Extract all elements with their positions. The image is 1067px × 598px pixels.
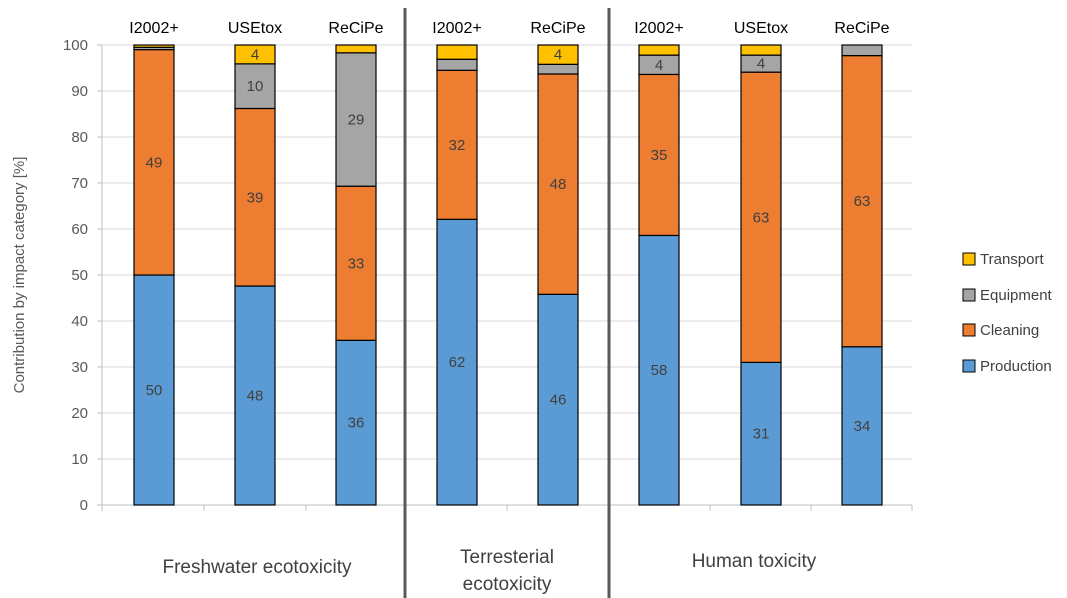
bar-segment-production [537, 293, 579, 506]
y-tick-label: 70 [71, 175, 88, 192]
bar-segment-equipment [537, 63, 579, 75]
data-label: 10 [247, 78, 264, 95]
legend-swatch-equipment [962, 288, 976, 302]
y-tick-label: 20 [71, 405, 88, 422]
bar-segment-equipment [234, 63, 276, 110]
bar-segment-production [335, 339, 377, 506]
data-label: 33 [348, 255, 365, 272]
method-label: I2002+ [432, 20, 481, 37]
bar-segment-transport [537, 44, 579, 65]
bar-segment-production [436, 218, 478, 506]
data-label: 4 [251, 46, 259, 63]
bar-segment-cleaning [436, 69, 478, 220]
bar-segment-production [638, 234, 680, 506]
method-label: ReCiPe [834, 20, 889, 37]
bar-segment-transport [133, 44, 175, 48]
bar-segment-cleaning [638, 73, 680, 237]
bar-segment-production [234, 285, 276, 506]
legend: Transport Equipment Cleaning Production [962, 251, 1053, 375]
y-tick-label: 30 [71, 359, 88, 376]
y-tick-label: 0 [80, 497, 88, 514]
data-label: 48 [247, 388, 264, 405]
data-label: 4 [655, 57, 663, 74]
bar-segment-transport [335, 44, 377, 54]
data-labels: 50 49 48 39 10 4 36 33 29 62 32 46 48 4 58 35 4 31 63 4 34 63 [146, 46, 871, 442]
data-label: 29 [348, 112, 365, 129]
bar-segment-cleaning [234, 107, 276, 287]
y-tick-label: 60 [71, 221, 88, 238]
data-label: 4 [757, 56, 765, 73]
legend-swatch-transport [962, 252, 976, 266]
bar-segment-transport [234, 44, 276, 65]
data-label: 49 [146, 154, 163, 171]
group-label: Terresterial ecotoxicity [460, 547, 554, 595]
method-label: USEtox [228, 20, 282, 37]
bar-segment-transport [740, 44, 782, 56]
data-label: 62 [449, 354, 466, 371]
method-label: USEtox [734, 20, 788, 37]
legend-swatch-production [962, 359, 976, 373]
y-tick-label: 10 [71, 451, 88, 468]
method-label: I2002+ [634, 20, 683, 37]
data-label: 46 [550, 392, 567, 409]
method-labels: I2002+ USEtox ReCiPe I2002+ ReCiPe I2002+ USEt… [129, 20, 889, 37]
data-label: 32 [449, 137, 466, 154]
gridlines [102, 44, 912, 460]
data-label: 36 [348, 415, 365, 432]
legend-swatch-cleaning [962, 323, 976, 337]
data-label: 50 [146, 382, 163, 399]
group-label: Freshwater ecotoxicity [162, 557, 352, 578]
legend-label: Cleaning [980, 322, 1039, 339]
data-label: 63 [753, 209, 770, 226]
data-label: 31 [753, 426, 770, 443]
y-axis-label: Contribution by impact category [%] [11, 157, 28, 394]
legend-label: Transport [980, 251, 1044, 268]
method-label: ReCiPe [328, 20, 383, 37]
bar-segment-production [740, 361, 782, 506]
bar-segment-equipment [436, 58, 478, 71]
data-label: 35 [651, 147, 668, 164]
bars [133, 44, 883, 506]
data-label: 4 [554, 47, 562, 64]
data-label: 58 [651, 362, 668, 379]
axes: 0 10 20 30 40 50 60 70 80 90 100 [63, 8, 913, 598]
data-label: 48 [550, 176, 567, 193]
bar-segment-cleaning [133, 48, 175, 276]
bar-segment-cleaning [740, 71, 782, 364]
data-label: 34 [854, 418, 871, 435]
legend-label: Production [980, 358, 1052, 375]
data-label: 63 [854, 193, 871, 210]
method-label: ReCiPe [530, 20, 585, 37]
y-tick-label: 100 [63, 37, 88, 54]
legend-label: Equipment [980, 287, 1053, 304]
data-label: 39 [247, 189, 264, 206]
group-label: Human toxicity [692, 551, 817, 572]
group-labels: Freshwater ecotoxicity Terresterial ecotox… [162, 547, 816, 595]
y-tick-label: 90 [71, 83, 88, 100]
bar-segment-equipment [841, 44, 883, 57]
y-tick-label: 80 [71, 129, 88, 146]
bar-segment-transport [638, 44, 680, 56]
bar-segment-cleaning [841, 54, 883, 348]
y-tick-label: 40 [71, 313, 88, 330]
y-tick-label: 50 [71, 267, 88, 284]
bar-segment-transport [436, 44, 478, 60]
method-label: I2002+ [129, 20, 178, 37]
